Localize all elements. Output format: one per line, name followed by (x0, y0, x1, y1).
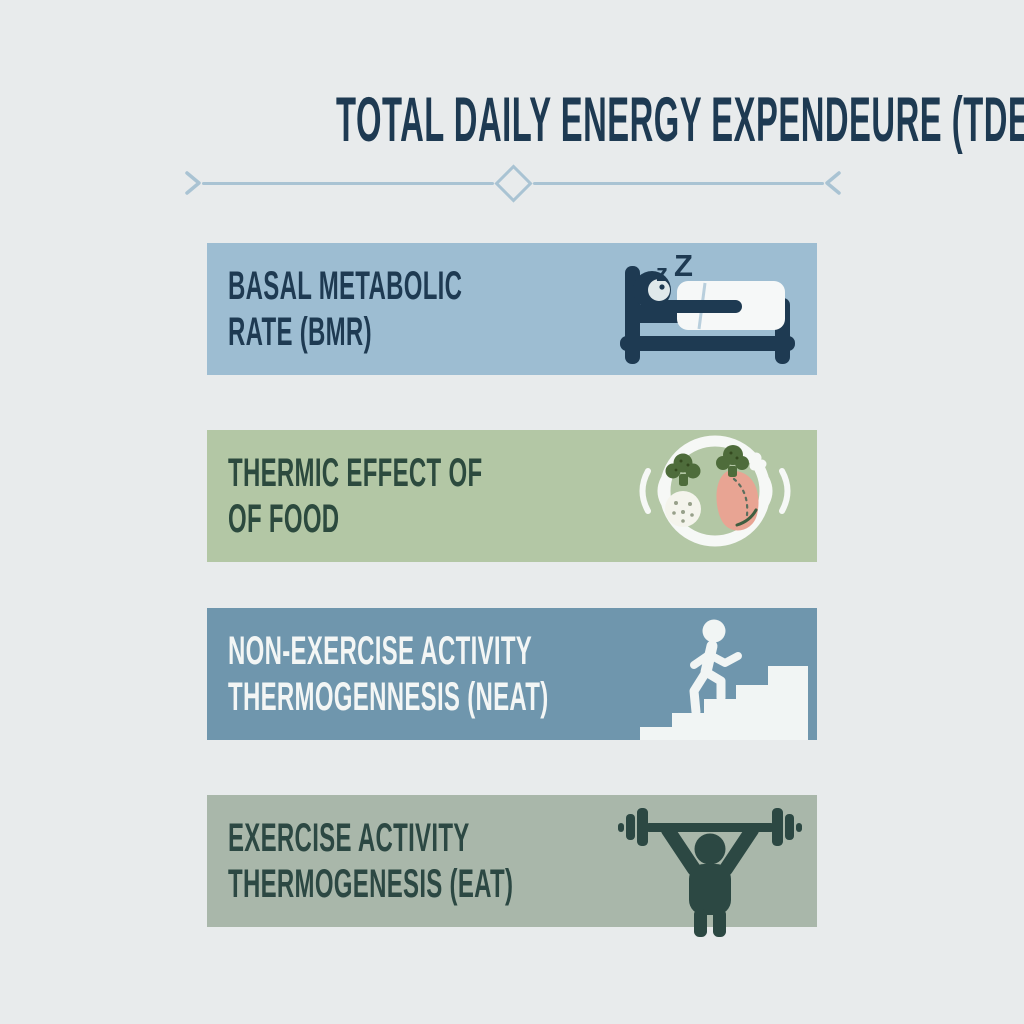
bar-label-line1: EXERCISE ACTIVITY (228, 816, 470, 860)
section-divider (184, 163, 842, 203)
page-title-text: TOTAL DAILY ENERGY EXPENDEURE (TDEE) (336, 85, 1024, 155)
bar-label-line2: RATE (BMR) (228, 310, 372, 354)
divider-left-arrow-icon (185, 171, 201, 195)
bar-tef: THERMIC EFFECT OF OF FOOD (207, 430, 817, 562)
sleep-z-small: z (656, 260, 668, 287)
sleeping-in-bed-icon: z Z (620, 248, 795, 364)
bar-label-line2: THERMOGENNESIS (NEAT) (228, 675, 549, 719)
bar-bmr-label: BASAL METABOLIC RATE (BMR) (207, 263, 618, 355)
climbing-stairs-icon (640, 619, 808, 740)
bar-label-line1: BASAL METABOLIC (228, 264, 463, 308)
sleeping-in-bed-icon: z Z (612, 248, 804, 375)
bar-label-line2: OF FOOD (228, 497, 340, 541)
bar-label-line1: THERMIC EFFECT OF (228, 451, 483, 495)
food-plate-icon (639, 435, 791, 547)
bar-eat: EXERCISE ACTIVITY THERMOGENESIS (EAT) (207, 795, 817, 937)
bar-tef-label: THERMIC EFFECT OF OF FOOD (207, 450, 652, 542)
divider-line (532, 181, 824, 185)
climbing-stairs-icon (622, 610, 812, 740)
bar-bmr: BASAL METABOLIC RATE (BMR) (207, 243, 817, 375)
food-plate-icon (610, 433, 820, 564)
weightlifting-icon (615, 797, 805, 944)
weightlifting-icon (618, 808, 802, 937)
divider-diamond-icon (493, 163, 533, 203)
divider-right-arrow-icon (825, 171, 841, 195)
divider-line (202, 181, 494, 185)
bar-label-line2: THERMOGENESIS (EAT) (228, 862, 514, 906)
sleep-z-big: Z (674, 250, 693, 283)
page-title: TOTAL DAILY ENERGY EXPENDEURE (TDEE) (0, 84, 1024, 156)
bar-neat: NON-EXERCISE ACTIVITY THERMOGENNESIS (NE… (207, 608, 817, 740)
bar-label-line1: NON-EXERCISE ACTIVITY (228, 629, 533, 673)
bar-eat-label: EXERCISE ACTIVITY THERMOGENESIS (EAT) (207, 815, 703, 907)
bar-neat-label: NON-EXERCISE ACTIVITY THERMOGENNESIS (NE… (207, 628, 762, 720)
